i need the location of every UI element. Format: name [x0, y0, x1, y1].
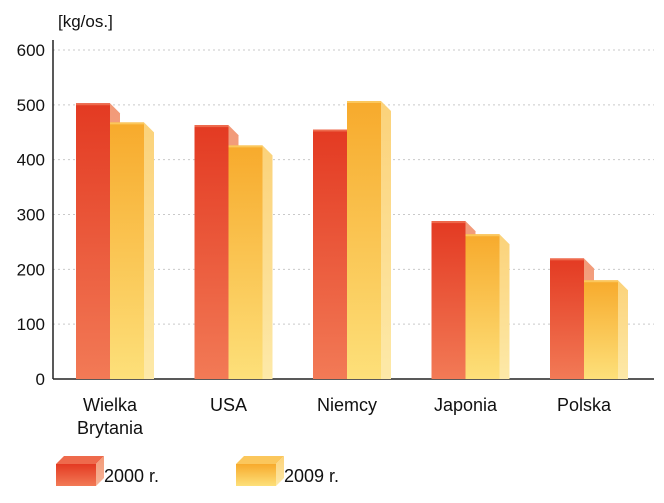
- bar-side-face: [262, 145, 273, 379]
- legend: 2000 r. 2009 r.: [56, 456, 339, 486]
- x-category-label: Wielka: [83, 395, 138, 415]
- bar-front-face: [313, 129, 347, 379]
- legend-swatch: [56, 464, 96, 486]
- bar-front-face: [431, 221, 466, 379]
- bar-side-face: [618, 280, 628, 379]
- bar-front-face: [584, 280, 618, 379]
- bar-2009-1: [228, 145, 273, 379]
- y-tick-label: 600: [17, 41, 45, 60]
- x-category-label: Japonia: [434, 395, 498, 415]
- bar-side-face: [144, 122, 154, 379]
- y-tick-label: 200: [17, 260, 45, 279]
- y-tick-label: 300: [17, 206, 45, 225]
- legend-swatch-top: [56, 456, 104, 464]
- bar-front-face: [465, 234, 500, 379]
- y-unit-label: [kg/os.]: [58, 12, 113, 31]
- y-tick-label: 100: [17, 315, 45, 334]
- bar-2009-2: [347, 100, 391, 380]
- legend-item-2000: 2000 r.: [56, 456, 159, 486]
- bar-2009-3: [465, 234, 510, 379]
- x-category-label: Brytania: [77, 418, 144, 438]
- bar-front-face: [347, 100, 381, 380]
- bar-front-face: [110, 122, 144, 379]
- x-category-label: Polska: [557, 395, 612, 415]
- bar-side-face: [381, 100, 391, 380]
- legend-swatch-side: [96, 456, 104, 486]
- legend-label: 2009 r.: [284, 466, 339, 486]
- bar-2009-0: [110, 122, 154, 379]
- legend-item-2009: 2009 r.: [236, 456, 339, 486]
- x-category-label: USA: [210, 395, 247, 415]
- x-category-label: Niemcy: [317, 395, 377, 415]
- legend-swatch-side: [276, 456, 284, 486]
- bar-2009-4: [584, 280, 628, 379]
- legend-swatch: [236, 464, 276, 486]
- legend-label: 2000 r.: [104, 466, 159, 486]
- bar-front-face: [550, 258, 584, 379]
- bar-side-face: [499, 234, 510, 379]
- bar-front-face: [228, 145, 263, 379]
- y-tick-label: 500: [17, 96, 45, 115]
- legend-swatch-top: [236, 456, 284, 464]
- labels: 0 100 200 300 400 500 600 [kg/os.] Wielka Brytani…: [17, 12, 612, 438]
- y-tick-label: 400: [17, 151, 45, 170]
- y-tick-label: 0: [36, 370, 45, 389]
- bar-front-face: [194, 125, 229, 379]
- bars: [76, 100, 628, 380]
- bar-front-face: [76, 103, 110, 380]
